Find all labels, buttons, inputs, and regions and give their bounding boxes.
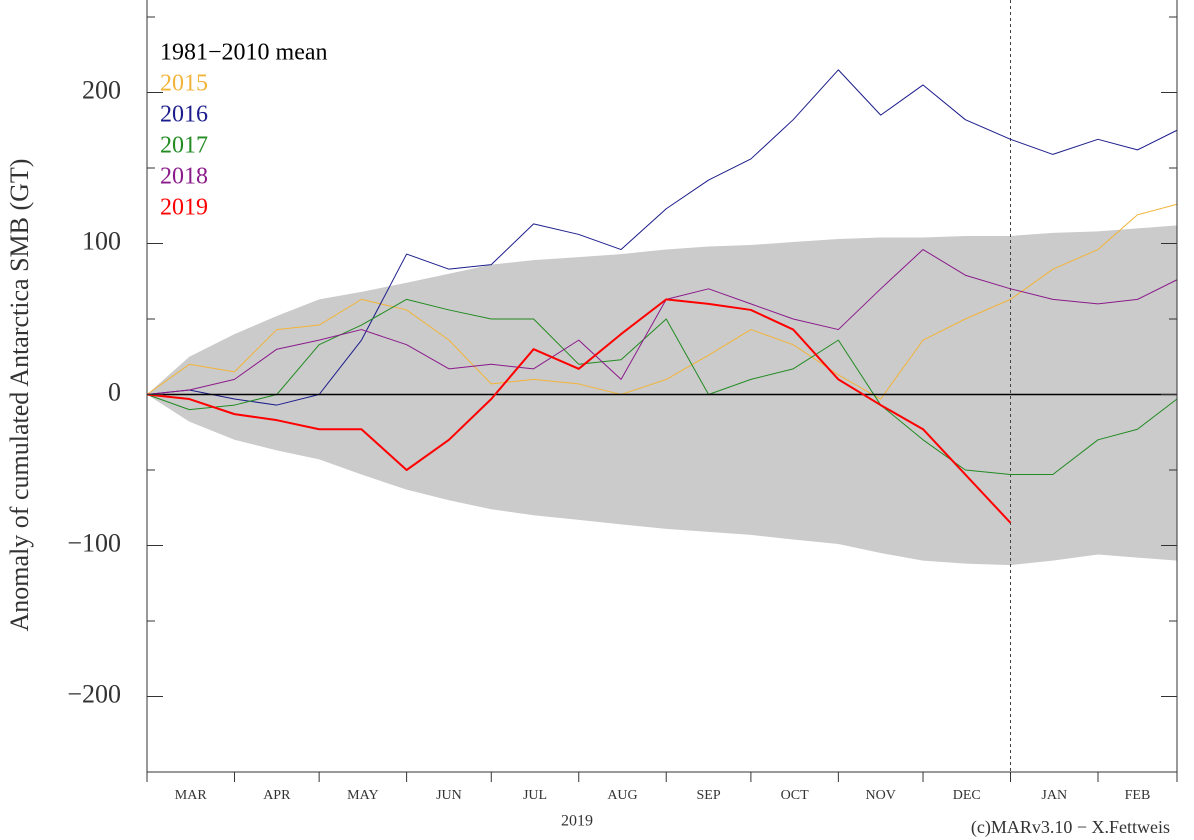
y-tick-label: 0: [108, 377, 121, 406]
credit: (c)MARv3.10 − X.Fettweis: [971, 817, 1170, 838]
y-axis-label: Anomaly of cumulated Antarctica SMB (GT): [5, 159, 34, 632]
month-label: OCT: [781, 788, 809, 803]
legend-entry: 1981−2010 mean: [160, 40, 328, 66]
y-tick-label: 200: [82, 75, 121, 104]
y-tick-label: 100: [82, 226, 121, 255]
legend-entry: 2018: [160, 164, 208, 190]
month-label: APR: [263, 788, 291, 803]
spread-band: [147, 225, 1177, 566]
month-label: SEP: [696, 788, 720, 803]
legend-entry: 2019: [160, 195, 208, 221]
month-label: JAN: [1041, 788, 1067, 803]
series-line: [146, 298, 1178, 476]
legend-entry: 2016: [160, 102, 208, 128]
month-label: AUG: [607, 788, 637, 803]
legend-entry: 2015: [160, 71, 208, 97]
month-label: JUL: [523, 788, 547, 803]
month-label: NOV: [866, 788, 896, 803]
x-axis-label: 2019: [561, 813, 593, 830]
y-tick-label: −100: [67, 528, 121, 557]
legend-entry: 2017: [160, 133, 208, 159]
month-label: MAR: [175, 788, 208, 803]
series-line: [146, 203, 1178, 400]
series-line: [146, 298, 1012, 524]
month-label: MAY: [347, 788, 378, 803]
month-label: DEC: [953, 788, 981, 803]
month-label: JUN: [436, 788, 462, 803]
y-tick-label: −200: [67, 679, 121, 708]
month-label: FEB: [1125, 788, 1151, 803]
